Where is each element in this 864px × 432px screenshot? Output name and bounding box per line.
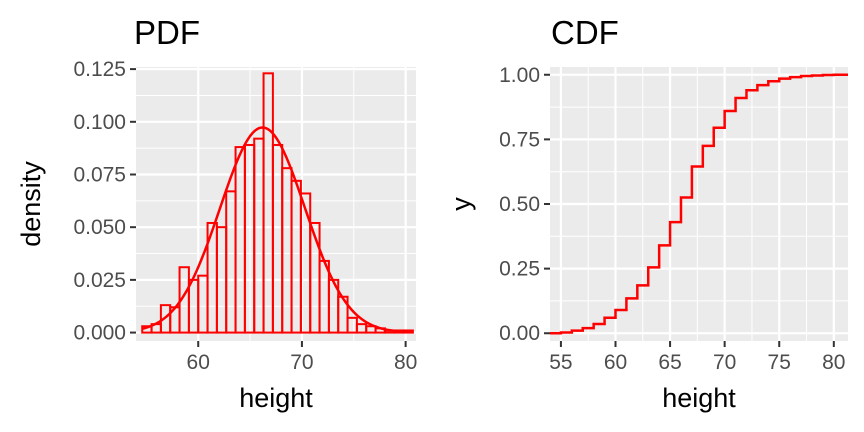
pdf-plot-background [136,67,416,341]
x-tick-label: 55 [549,351,572,374]
y-tick-label: 0.125 [73,58,126,81]
x-tick-label: 80 [394,351,417,374]
y-tick-label: 0.075 [73,163,126,186]
cdf-gridlines [550,67,848,341]
x-tick-label: 60 [187,351,210,374]
pdf-x-ticks: 60 70 80 [187,341,417,374]
x-tick-label: 80 [822,351,845,374]
cdf-y-ticks: 0.00 0.25 0.50 0.75 1.00 [499,64,550,345]
cdf-y-axis-label: y [446,197,476,211]
y-tick-label: 0.050 [73,216,126,239]
pdf-density-curve [141,126,413,334]
pdf-x-axis-label: height [239,383,313,413]
pdf-title: PDF [134,14,200,51]
cdf-step-line [550,73,848,335]
y-tick-label: 0.50 [499,193,540,216]
cdf-title: CDF [551,14,619,51]
x-tick-label: 65 [658,351,681,374]
pdf-histogram-bars [141,72,414,334]
y-tick-label: 1.00 [499,64,540,87]
cdf-x-axis-label: height [662,383,736,413]
cdf-x-ticks: 55 60 65 70 75 80 [549,341,845,374]
pdf-panel: PDF 0.000 0.025 0.050 0.075 0.100 0.125 60 70 8… [16,14,417,413]
x-tick-label: 60 [604,351,627,374]
pdf-y-axis-label: density [16,161,46,247]
y-tick-label: 0.025 [73,269,126,292]
pdf-y-ticks: 0.000 0.025 0.050 0.075 0.100 0.125 [73,58,136,345]
y-tick-label: 0.00 [499,322,540,345]
cdf-panel: CDF 0.00 0.25 0.50 0.75 1.00 55 60 65 70 75 80 he… [446,14,848,413]
y-tick-label: 0.75 [499,128,540,151]
x-tick-label: 70 [713,351,736,374]
y-tick-label: 0.000 [73,322,126,345]
y-tick-label: 0.100 [73,111,126,134]
x-tick-label: 70 [290,351,313,374]
y-tick-label: 0.25 [499,258,540,281]
x-tick-label: 75 [768,351,791,374]
